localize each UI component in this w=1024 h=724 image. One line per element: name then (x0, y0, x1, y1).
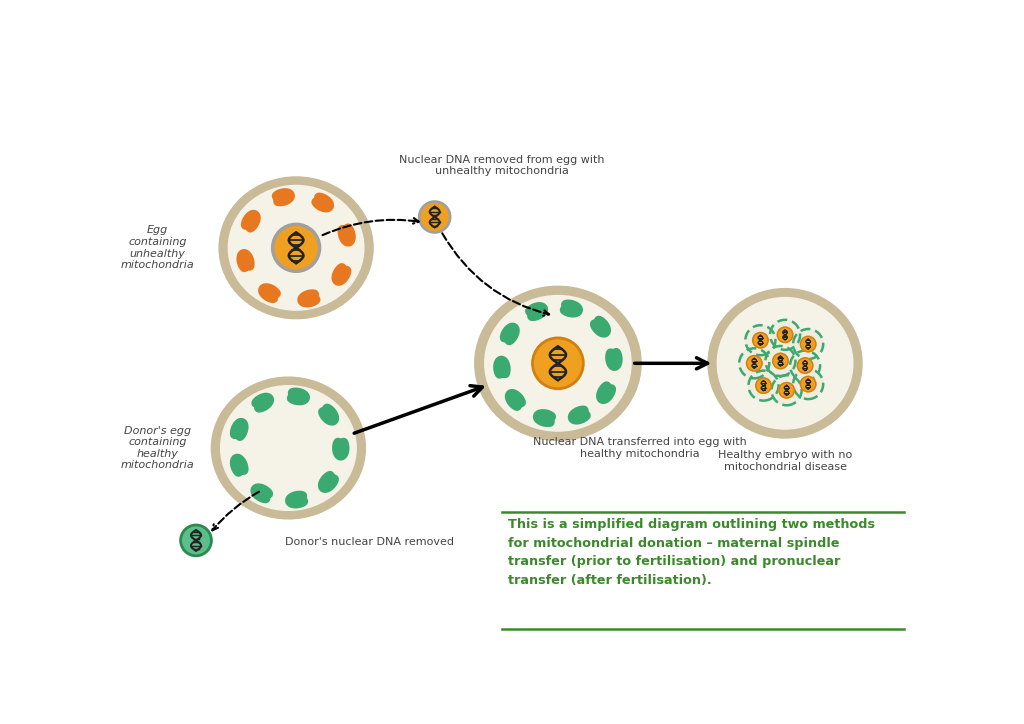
Circle shape (801, 376, 816, 392)
Circle shape (794, 369, 823, 399)
Text: Egg
containing
unhealthy
mitochondria: Egg containing unhealthy mitochondria (121, 225, 195, 270)
Circle shape (739, 348, 769, 379)
Text: Donor's egg
containing
healthy
mitochondria: Donor's egg containing healthy mitochond… (121, 426, 195, 471)
Circle shape (772, 375, 802, 405)
Circle shape (791, 350, 820, 381)
Circle shape (180, 525, 211, 556)
Circle shape (532, 338, 584, 389)
Circle shape (756, 378, 771, 393)
Circle shape (773, 353, 788, 369)
Text: Donor's nuclear DNA removed: Donor's nuclear DNA removed (285, 537, 454, 547)
Circle shape (419, 201, 451, 232)
Circle shape (753, 332, 768, 348)
Circle shape (798, 358, 813, 374)
Ellipse shape (717, 298, 853, 429)
Text: Healthy embryo with no
mitochondrial disease: Healthy embryo with no mitochondrial dis… (718, 450, 852, 472)
Ellipse shape (708, 289, 862, 438)
Circle shape (801, 337, 816, 352)
Circle shape (777, 327, 793, 342)
Text: Nuclear DNA transferred into egg with
healthy mitochondria: Nuclear DNA transferred into egg with he… (534, 437, 748, 459)
Circle shape (765, 346, 796, 376)
Circle shape (770, 320, 800, 350)
Text: This is a simplified diagram outlining two methods
for mitochondrial donation – : This is a simplified diagram outlining t… (508, 518, 874, 586)
Circle shape (745, 325, 775, 355)
Circle shape (794, 329, 823, 359)
Ellipse shape (211, 377, 366, 519)
Ellipse shape (475, 286, 641, 440)
Ellipse shape (484, 295, 631, 431)
Text: Nuclear DNA removed from egg with
unhealthy mitochondria: Nuclear DNA removed from egg with unheal… (399, 155, 604, 176)
Circle shape (272, 224, 319, 272)
Ellipse shape (220, 386, 356, 510)
Ellipse shape (228, 185, 364, 310)
Circle shape (749, 371, 778, 400)
Ellipse shape (219, 177, 373, 319)
Circle shape (779, 382, 795, 398)
Circle shape (746, 355, 762, 371)
